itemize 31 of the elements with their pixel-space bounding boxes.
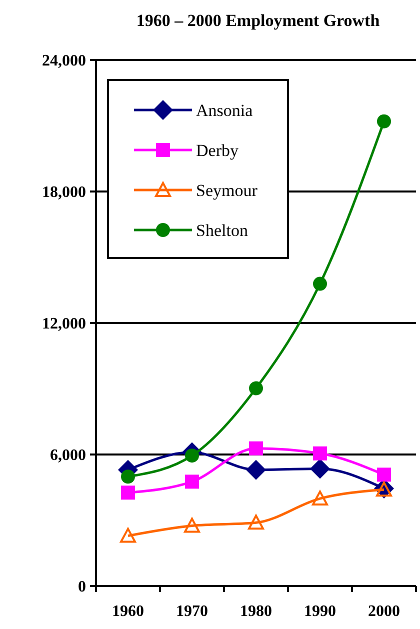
point xyxy=(249,381,263,396)
point xyxy=(185,474,199,489)
point xyxy=(120,528,136,543)
point xyxy=(310,458,330,479)
point xyxy=(248,514,264,530)
x-tick-label: 2000 xyxy=(368,603,400,620)
y-tick-label: 12,000 xyxy=(42,316,86,333)
point xyxy=(377,468,391,482)
y-tick-label: 24,000 xyxy=(42,52,86,70)
x-tick-label: 1990 xyxy=(304,603,336,620)
y-tick-label: 18,000 xyxy=(42,184,86,202)
point xyxy=(249,441,263,456)
x-tick-label: 1960 xyxy=(112,603,144,620)
legend-label: Seymour xyxy=(196,180,258,200)
x-tick-label: 1970 xyxy=(176,603,208,620)
chart-title: 1960 – 2000 Employment Growth xyxy=(136,11,380,30)
legend-label: Derby xyxy=(196,140,239,160)
point xyxy=(185,448,199,463)
x-tick-label: 1980 xyxy=(240,603,272,620)
y-tick-label: 6,000 xyxy=(50,447,86,464)
point xyxy=(121,470,135,484)
point xyxy=(121,486,135,500)
point xyxy=(377,114,391,128)
point xyxy=(312,490,328,506)
point xyxy=(246,460,266,480)
y-tick-label: 0 xyxy=(78,578,86,596)
point xyxy=(313,276,327,291)
legend-label: Shelton xyxy=(196,220,248,240)
point xyxy=(184,518,200,533)
legend-label: Ansonia xyxy=(196,100,254,120)
point xyxy=(313,446,327,460)
